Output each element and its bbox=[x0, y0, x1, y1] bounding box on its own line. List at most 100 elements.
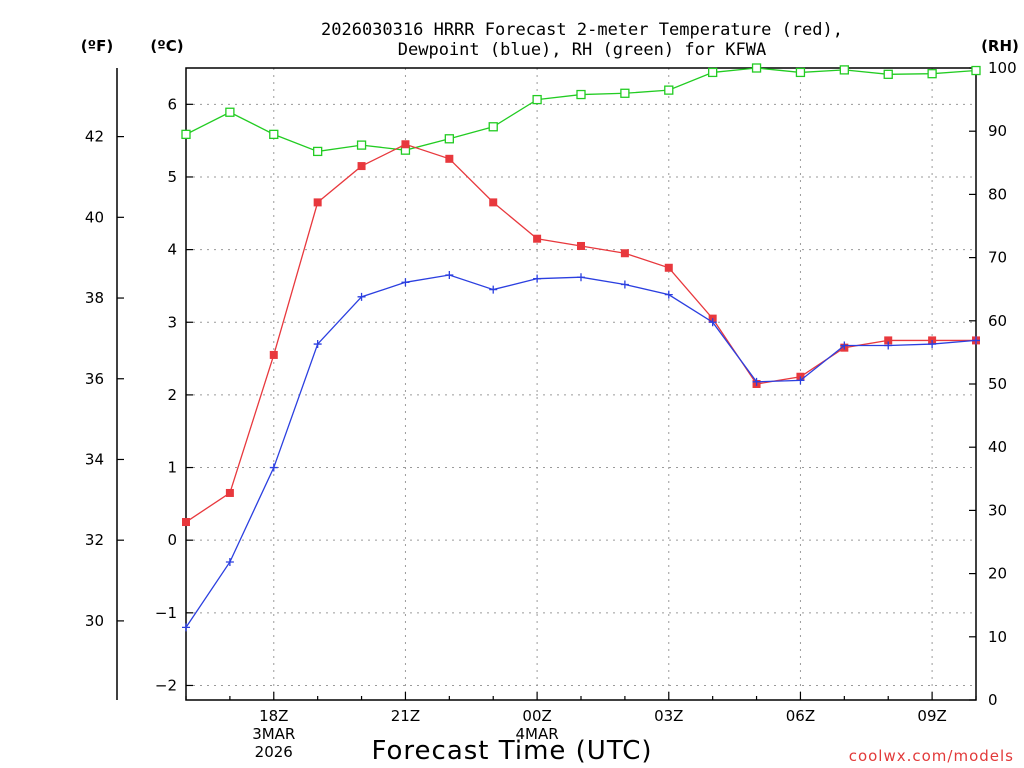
chart-title-line-1: 2026030316 HRRR Forecast 2-meter Tempera… bbox=[321, 20, 843, 40]
temperature-line bbox=[185, 143, 976, 523]
rh-point bbox=[664, 85, 674, 95]
celsius-tick-label: 0 bbox=[167, 531, 177, 549]
time-tick-label: 06Z bbox=[786, 707, 815, 725]
dewpoint-point bbox=[533, 274, 542, 283]
time-tick-label: 2026 bbox=[255, 743, 293, 761]
time-tick-label: 03Z bbox=[654, 707, 683, 725]
dewpoint-line bbox=[185, 274, 977, 628]
fahrenheit-tick-label: 42 bbox=[85, 128, 104, 146]
celsius-axis: −2 −1 0 1 2 3 4 5 6 bbox=[155, 95, 193, 694]
rh-tick-label: 10 bbox=[988, 628, 1007, 646]
dewpoint-point bbox=[796, 376, 805, 385]
dewpoint-point bbox=[445, 271, 454, 280]
rh-point bbox=[488, 122, 498, 132]
fahrenheit-tick-label: 38 bbox=[85, 289, 104, 307]
dewpoint-point bbox=[928, 340, 937, 349]
dewpoint-point bbox=[489, 285, 498, 294]
celsius-tick-label: 5 bbox=[167, 168, 177, 186]
celsius-tick-label: −2 bbox=[155, 676, 177, 694]
temperature-point bbox=[620, 249, 629, 258]
rh-point bbox=[620, 88, 630, 98]
data-series bbox=[181, 63, 981, 632]
dewpoint-series bbox=[182, 271, 980, 632]
rh-tick-label: 20 bbox=[988, 565, 1007, 583]
dewpoint-point bbox=[357, 292, 366, 301]
fahrenheit-unit-label: (ºF) bbox=[81, 37, 113, 55]
rh-axis: 0 10 20 30 40 50 60 70 80 90 100 bbox=[969, 59, 1017, 709]
dewpoint-point bbox=[401, 278, 410, 287]
dewpoint-point bbox=[840, 341, 849, 350]
temperature-point bbox=[533, 234, 542, 243]
fahrenheit-tick-label: 34 bbox=[85, 450, 104, 468]
celsius-unit-label: (ºC) bbox=[150, 37, 183, 55]
temperature-series bbox=[182, 140, 980, 527]
time-tick-label: 00Z bbox=[522, 707, 551, 725]
rh-line bbox=[185, 67, 977, 153]
dewpoint-point bbox=[708, 318, 717, 327]
rh-point bbox=[356, 140, 367, 150]
rh-tick-label: 60 bbox=[988, 312, 1007, 330]
dewpoint-point bbox=[620, 280, 629, 289]
dewpoint-point bbox=[577, 273, 585, 282]
chart-title: 2026030316 HRRR Forecast 2-meter Tempera… bbox=[321, 20, 843, 60]
rh-point bbox=[971, 65, 981, 76]
temperature-point bbox=[884, 336, 893, 345]
fahrenheit-tick-label: 30 bbox=[85, 612, 104, 630]
rh-point bbox=[883, 69, 893, 79]
temperature-point bbox=[401, 140, 410, 149]
celsius-tick-label: 2 bbox=[167, 386, 177, 404]
dewpoint-point bbox=[182, 623, 190, 632]
dewpoint-point bbox=[313, 340, 322, 349]
temperature-point bbox=[269, 350, 278, 359]
fahrenheit-tick-label: 36 bbox=[85, 370, 104, 388]
rh-series bbox=[181, 63, 981, 157]
temperature-point bbox=[313, 198, 322, 207]
temperature-point bbox=[357, 162, 366, 171]
celsius-tick-label: −1 bbox=[155, 604, 177, 622]
rh-tick-label: 70 bbox=[988, 249, 1007, 267]
dewpoint-point bbox=[884, 341, 893, 350]
rh-point bbox=[795, 67, 806, 78]
time-tick-label: 21Z bbox=[391, 707, 420, 725]
rh-tick-label: 100 bbox=[988, 59, 1017, 77]
rh-point bbox=[269, 129, 279, 140]
temperature-point bbox=[182, 518, 190, 527]
rh-point bbox=[444, 134, 454, 144]
rh-tick-label: 30 bbox=[988, 501, 1007, 519]
rh-tick-label: 80 bbox=[988, 185, 1007, 203]
rh-point bbox=[225, 107, 235, 117]
temperature-point bbox=[225, 488, 234, 497]
rh-point bbox=[751, 63, 762, 73]
rh-tick-label: 90 bbox=[988, 122, 1007, 140]
dewpoint-point bbox=[752, 377, 761, 386]
dewpoint-point bbox=[225, 557, 234, 566]
rh-tick-label: 50 bbox=[988, 375, 1007, 393]
celsius-tick-label: 3 bbox=[167, 313, 177, 331]
dewpoint-point bbox=[269, 463, 278, 472]
dewpoint-point bbox=[664, 290, 673, 299]
time-tick-label: 3MAR bbox=[252, 725, 295, 743]
fahrenheit-tick-label: 32 bbox=[85, 531, 104, 549]
time-tick-label: 09Z bbox=[917, 707, 946, 725]
temperature-point bbox=[489, 198, 498, 207]
x-axis-label: Forecast Time (UTC) bbox=[371, 736, 652, 766]
fahrenheit-tick-label: 40 bbox=[85, 208, 104, 226]
rh-point bbox=[532, 94, 542, 105]
rh-tick-label: 0 bbox=[988, 691, 998, 709]
time-tick-label: 18Z bbox=[259, 707, 288, 725]
rh-point bbox=[181, 129, 191, 140]
rh-point bbox=[839, 65, 849, 75]
dewpoint-point bbox=[972, 336, 980, 345]
temperature-point bbox=[445, 154, 454, 163]
rh-point bbox=[708, 67, 718, 78]
rh-point bbox=[313, 146, 323, 157]
time-tick-label: 4MAR bbox=[516, 725, 559, 743]
credit-text: coolwx.com/models bbox=[849, 747, 1014, 765]
fahrenheit-axis: 30 32 34 36 38 40 42 bbox=[85, 128, 124, 630]
rh-point bbox=[576, 89, 586, 100]
grid-lines bbox=[186, 68, 976, 700]
celsius-tick-label: 6 bbox=[167, 95, 177, 113]
chart-title-line-2: Dewpoint (blue), RH (green) for KFWA bbox=[398, 40, 766, 60]
